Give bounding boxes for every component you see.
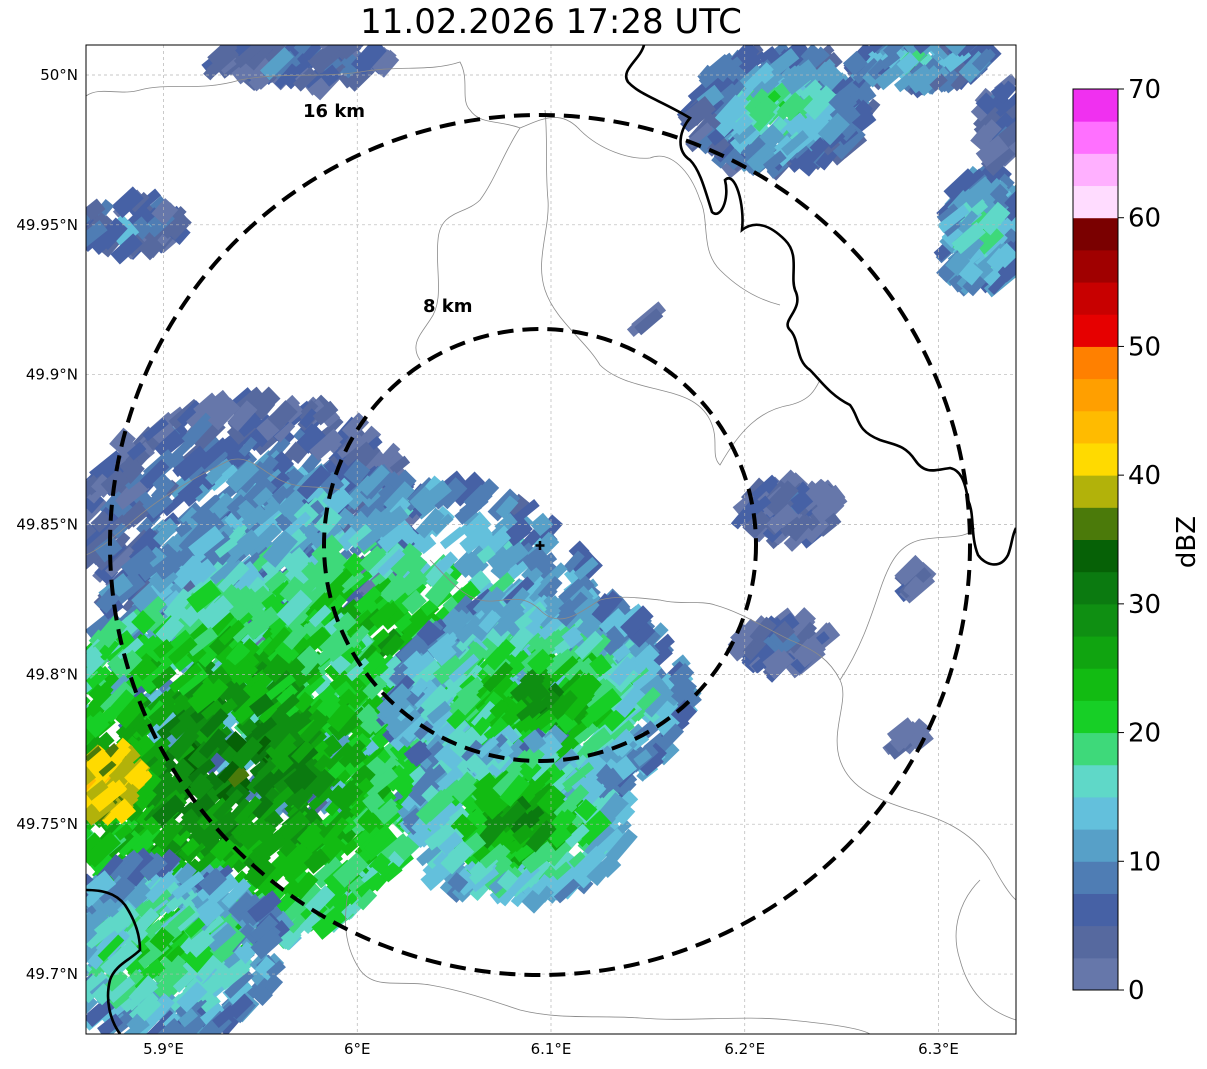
y-tick-label: 49.8°N — [26, 665, 78, 683]
regional-border — [429, 559, 1016, 901]
colorbar-segment — [1073, 539, 1118, 573]
y-tick-label: 49.85°N — [16, 516, 78, 534]
colorbar-segment — [1073, 571, 1118, 605]
colorbar-tick-label: 20 — [1128, 719, 1161, 749]
colorbar-segment — [1073, 185, 1118, 219]
colorbar-segment — [1073, 378, 1118, 412]
colorbar-segment — [1073, 700, 1118, 734]
colorbar-segment — [1073, 410, 1118, 444]
national-border — [86, 888, 142, 1034]
colorbar-segment — [1073, 89, 1118, 122]
range-ring-8km — [322, 327, 758, 763]
regional-border — [541, 109, 821, 466]
colorbar-segment — [1073, 282, 1118, 315]
colorbar-segment — [1073, 829, 1118, 862]
range-ring-16km — [108, 113, 972, 977]
colorbar-tick-label: 30 — [1128, 590, 1161, 620]
map-title: 11.02.2026 17:28 UTC — [360, 2, 742, 42]
regional-border — [345, 879, 871, 1034]
colorbar-segment — [1073, 957, 1118, 991]
y-tick-label: 49.9°N — [26, 366, 78, 384]
colorbar-segment — [1073, 925, 1118, 959]
y-tick-label: 50°N — [40, 66, 78, 84]
colorbar-segment — [1073, 603, 1118, 637]
regional-border — [415, 127, 521, 361]
colorbar-segment — [1073, 475, 1118, 508]
y-tick-label: 49.75°N — [16, 815, 78, 833]
reflectivity-echoes — [86, 45, 1016, 1034]
colorbar-tick-label: 60 — [1128, 204, 1161, 234]
colorbar-segment — [1073, 893, 1118, 927]
y-tick-label: 49.7°N — [26, 965, 78, 983]
x-tick-label: 6.3°E — [918, 1040, 959, 1058]
colorbar-segment — [1073, 507, 1118, 540]
x-tick-label: 6.1°E — [531, 1040, 572, 1058]
colorbar-segment — [1073, 346, 1118, 380]
colorbar-tick-label: 50 — [1128, 332, 1161, 362]
radar-site-marker — [535, 541, 545, 550]
colorbar-segment — [1073, 314, 1118, 347]
x-tick-label: 5.9°E — [143, 1040, 184, 1058]
colorbar-segment — [1073, 442, 1118, 476]
colorbar-label: dBZ — [1172, 516, 1202, 568]
regional-border — [955, 879, 1016, 1021]
x-tick-label: 6°E — [344, 1040, 371, 1058]
colorbar-segment — [1073, 121, 1118, 154]
regional-border — [839, 527, 976, 681]
x-axis-ticks: 5.9°E 6°E 6.1°E 6.2°E 6.3°E — [143, 1040, 959, 1058]
plot-frame — [85, 44, 1017, 1035]
colorbar: 0 10 20 30 40 50 60 70 — [1072, 75, 1161, 1006]
colorbar-tick-label: 10 — [1128, 847, 1161, 877]
y-tick-label: 49.95°N — [16, 216, 78, 234]
range-rings: 16 km 8 km — [108, 101, 972, 977]
regional-border — [86, 458, 341, 556]
colorbar-tick-label: 0 — [1128, 976, 1145, 1006]
colorbar-tick-label: 40 — [1128, 461, 1161, 491]
colorbar-segment — [1073, 796, 1118, 830]
colorbar-segment — [1073, 636, 1118, 669]
y-axis-ticks: 49.7°N 49.75°N 49.8°N 49.85°N 49.9°N 49.95°N 5… — [16, 66, 78, 983]
ring-label-8km: 8 km — [423, 296, 473, 317]
colorbar-segment — [1073, 217, 1118, 251]
colorbar-segment — [1073, 153, 1118, 187]
regional-border — [86, 61, 781, 306]
colorbar-segment — [1073, 764, 1118, 798]
x-tick-label: 6.2°E — [724, 1040, 765, 1058]
colorbar-tick-label: 70 — [1128, 75, 1161, 105]
colorbar-segment — [1073, 249, 1118, 283]
colorbar-segment — [1073, 732, 1118, 766]
colorbar-segment — [1073, 861, 1118, 894]
colorbar-frame — [1072, 88, 1119, 991]
colorbar-segment — [1073, 668, 1118, 701]
ring-label-16km: 16 km — [303, 101, 365, 122]
